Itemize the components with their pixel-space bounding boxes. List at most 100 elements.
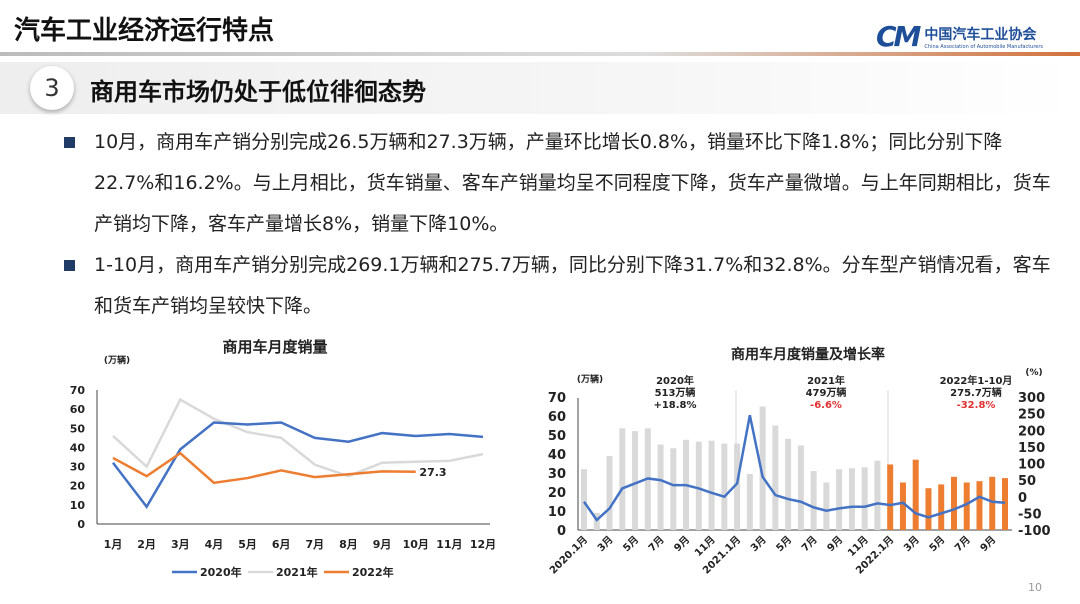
- chart2-bar: [836, 469, 843, 530]
- chart2-bar: [899, 482, 906, 530]
- section-title: 商用车市场仍处于低位徘徊态势: [90, 78, 426, 106]
- chart1-x-tick: 1月: [104, 538, 123, 551]
- chart2-bar: [861, 467, 868, 530]
- chart2-y-tick: 70: [548, 391, 566, 406]
- chart2-y-tick: 60: [548, 410, 566, 425]
- chart1-legend-label: 2022年: [352, 565, 394, 579]
- chart2-x-tick: 9月: [672, 534, 692, 554]
- chart2-y-tick: 10: [548, 505, 566, 520]
- chart2-bar: [632, 431, 639, 530]
- chart2-bar: [963, 482, 970, 530]
- chart1-x-tick: 3月: [171, 538, 190, 551]
- chart2-y-tick: 20: [548, 486, 566, 501]
- chart2-bar: [721, 443, 728, 530]
- chart1-legend-label: 2020年: [200, 565, 242, 579]
- chart2-bar: [912, 459, 919, 530]
- chart2-y2-tick: -100: [1018, 524, 1051, 539]
- chart1-series-line-2021年: [112, 397, 484, 478]
- chart2-annotation-growth: -6.6%: [810, 400, 842, 411]
- chart1-legend-label: 2021年: [276, 565, 318, 579]
- logo-cn: 中国汽车工业协会: [924, 26, 1037, 43]
- chart2-title: 商用车月度销量及增长率: [731, 346, 885, 363]
- header-divider: [0, 52, 1080, 56]
- chart1-x-tick: 10月: [403, 538, 429, 551]
- chart2-y2-tick: 200: [1018, 424, 1045, 439]
- caam-logo: CM 中国汽车工业协会 China Association of Automob…: [876, 20, 1043, 53]
- chart1-x-tick: 2月: [137, 538, 156, 551]
- chart1-x-tick: 11月: [436, 538, 462, 551]
- chart2-annotation-total: 479万辆: [806, 386, 847, 399]
- chart1-y-tick: 0: [77, 518, 85, 531]
- chart2-bar: [670, 448, 677, 530]
- chart2-y-unit: (万辆): [577, 373, 603, 385]
- chart1-y-unit: (万辆): [104, 354, 130, 366]
- chart2-x-tick: 3月: [901, 534, 921, 554]
- chart2-bar: [797, 445, 804, 530]
- chart2-x-tick: 5月: [621, 534, 641, 554]
- chart2-bar: [695, 441, 702, 530]
- chart2-annotation-total: 275.7万辆: [950, 386, 1002, 399]
- chart2-bar: [1002, 478, 1008, 530]
- section-number: 3: [30, 66, 74, 110]
- chart2-y-tick: 50: [548, 429, 566, 444]
- bullet-square-icon: [64, 137, 75, 148]
- logo-mark: CM: [876, 20, 921, 53]
- chart1-series-line-2022年: [112, 451, 416, 485]
- chart1-x-tick: 8月: [339, 538, 358, 551]
- chart1-y-tick: 40: [70, 441, 86, 454]
- chart2-y2-tick: 100: [1018, 458, 1045, 473]
- chart2-x-tick: 7月: [646, 534, 666, 554]
- chart2-bar: [989, 476, 996, 530]
- chart2-bar: [938, 484, 945, 530]
- chart1-x-tick: 5月: [238, 538, 257, 551]
- chart1-y-tick: 30: [70, 461, 86, 474]
- chart2-x-tick: 9月: [978, 534, 998, 554]
- chart1-x-tick: 12月: [470, 538, 496, 551]
- chart2-annotation-growth: -32.8%: [957, 400, 996, 411]
- page-header-title: 汽车工业经济运行特点: [14, 16, 275, 46]
- chart2-bar: [657, 444, 664, 530]
- chart2-annotation-year: 2020年: [656, 374, 694, 387]
- chart2-y2-tick: 300: [1018, 391, 1045, 406]
- chart2-y2-tick: 150: [1018, 441, 1045, 456]
- chart2-x-tick: 9月: [825, 534, 845, 554]
- chart2-bar: [823, 482, 830, 530]
- chart2-growth-line: [582, 415, 1006, 522]
- chart2-y2-tick: 0: [1018, 491, 1027, 506]
- chart2-bar: [746, 473, 753, 530]
- chart2-bar: [950, 476, 957, 530]
- chart2-bar: [887, 464, 894, 530]
- chart2-y2-tick: -50: [1018, 507, 1042, 522]
- chart2-y2-tick: 50: [1018, 474, 1036, 489]
- chart2-x-tick: 3月: [595, 534, 615, 554]
- section-banner: [0, 62, 1080, 114]
- chart2-x-tick: 5月: [774, 534, 794, 554]
- chart2-annotation-year: 2022年1-10月: [940, 374, 1013, 387]
- chart2-x-tick: 2020.1月: [547, 534, 590, 577]
- chart2-bar: [925, 488, 932, 530]
- chart1-x-tick: 6月: [272, 538, 291, 551]
- chart2-x-tick: 7月: [799, 534, 819, 554]
- chart2-x-tick: 5月: [927, 534, 947, 554]
- bullet-square-icon: [64, 260, 75, 271]
- chart1-y-tick: 10: [70, 499, 86, 512]
- chart2-y-tick: 0: [557, 524, 566, 539]
- chart2-bar: [734, 443, 741, 530]
- chart2-y-tick: 40: [548, 448, 566, 463]
- chart2-bar: [619, 428, 626, 530]
- chart1-data-label: 27.3: [419, 466, 446, 479]
- chart2-bar: [772, 425, 779, 530]
- page-number: 10: [1028, 581, 1042, 594]
- chart2-annotation-total: 513万辆: [655, 386, 696, 399]
- chart2-bar: [785, 438, 792, 530]
- logo-en: China Association of Automobile Manufact…: [924, 43, 1044, 50]
- chart1-x-tick: 9月: [373, 538, 392, 551]
- chart2-annotation-growth: +18.8%: [653, 400, 696, 411]
- chart1-series-line-2020年: [112, 421, 484, 510]
- chart1-title: 商用车月度销量: [222, 338, 327, 356]
- chart2-x-tick: 7月: [952, 534, 972, 554]
- chart2-bar: [759, 406, 766, 530]
- bullet-1: 10月，商用车产销分别完成26.5万辆和27.3万辆，产量环比增长0.8%，销量…: [64, 122, 1054, 245]
- chart1-x-tick: 7月: [305, 538, 324, 551]
